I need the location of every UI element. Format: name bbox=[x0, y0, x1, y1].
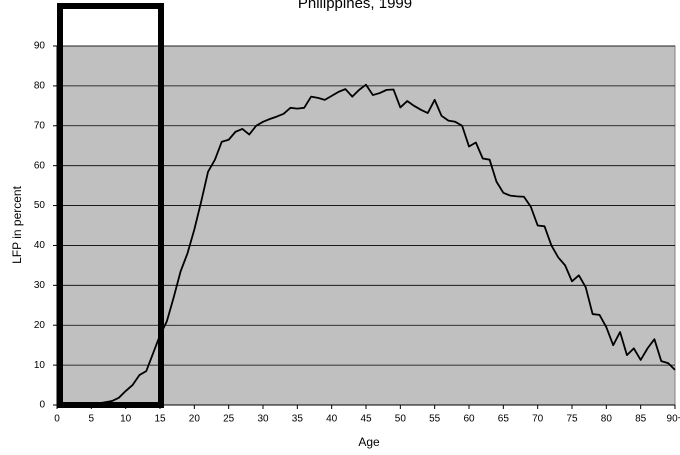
x-tick-label: 55 bbox=[429, 414, 441, 425]
y-tick-label: 90 bbox=[34, 41, 46, 52]
x-axis-label: Age bbox=[358, 435, 380, 449]
y-tick-label: 80 bbox=[34, 81, 46, 92]
x-tick-label: 60 bbox=[463, 414, 475, 425]
y-tick-label: 10 bbox=[34, 360, 46, 371]
x-tick-label: 10 bbox=[120, 414, 132, 425]
highlight-box bbox=[57, 3, 164, 408]
x-tick-label: 90+ bbox=[667, 414, 680, 425]
y-axis-label: LFP in percent bbox=[10, 185, 24, 263]
x-tick-label: 80 bbox=[601, 414, 613, 425]
y-tick-label: 30 bbox=[34, 280, 46, 291]
x-tick-label: 50 bbox=[395, 414, 407, 425]
x-tick-label: 5 bbox=[89, 414, 95, 425]
chart-title: Philippines, 1999 bbox=[298, 0, 412, 12]
x-tick-label: 30 bbox=[257, 414, 269, 425]
x-tick-label: 70 bbox=[532, 414, 544, 425]
x-tick-label: 85 bbox=[635, 414, 647, 425]
x-tick-label: 25 bbox=[223, 414, 235, 425]
y-tick-label: 70 bbox=[34, 120, 46, 131]
x-tick-label: 65 bbox=[498, 414, 510, 425]
x-tick-label: 20 bbox=[189, 414, 201, 425]
plot-area bbox=[56, 45, 676, 406]
x-tick-label: 75 bbox=[566, 414, 578, 425]
x-tick-label: 35 bbox=[292, 414, 304, 425]
y-tick-label: 50 bbox=[34, 200, 46, 211]
x-tick-label: 45 bbox=[360, 414, 372, 425]
x-tick-label: 40 bbox=[326, 414, 338, 425]
x-tick-label: 0 bbox=[54, 414, 60, 425]
y-tick-label: 40 bbox=[34, 240, 46, 251]
y-tick-label: 20 bbox=[34, 320, 46, 331]
y-tick-label: 60 bbox=[34, 160, 46, 171]
y-tick-label: 0 bbox=[39, 400, 45, 411]
x-tick-label: 15 bbox=[154, 414, 166, 425]
